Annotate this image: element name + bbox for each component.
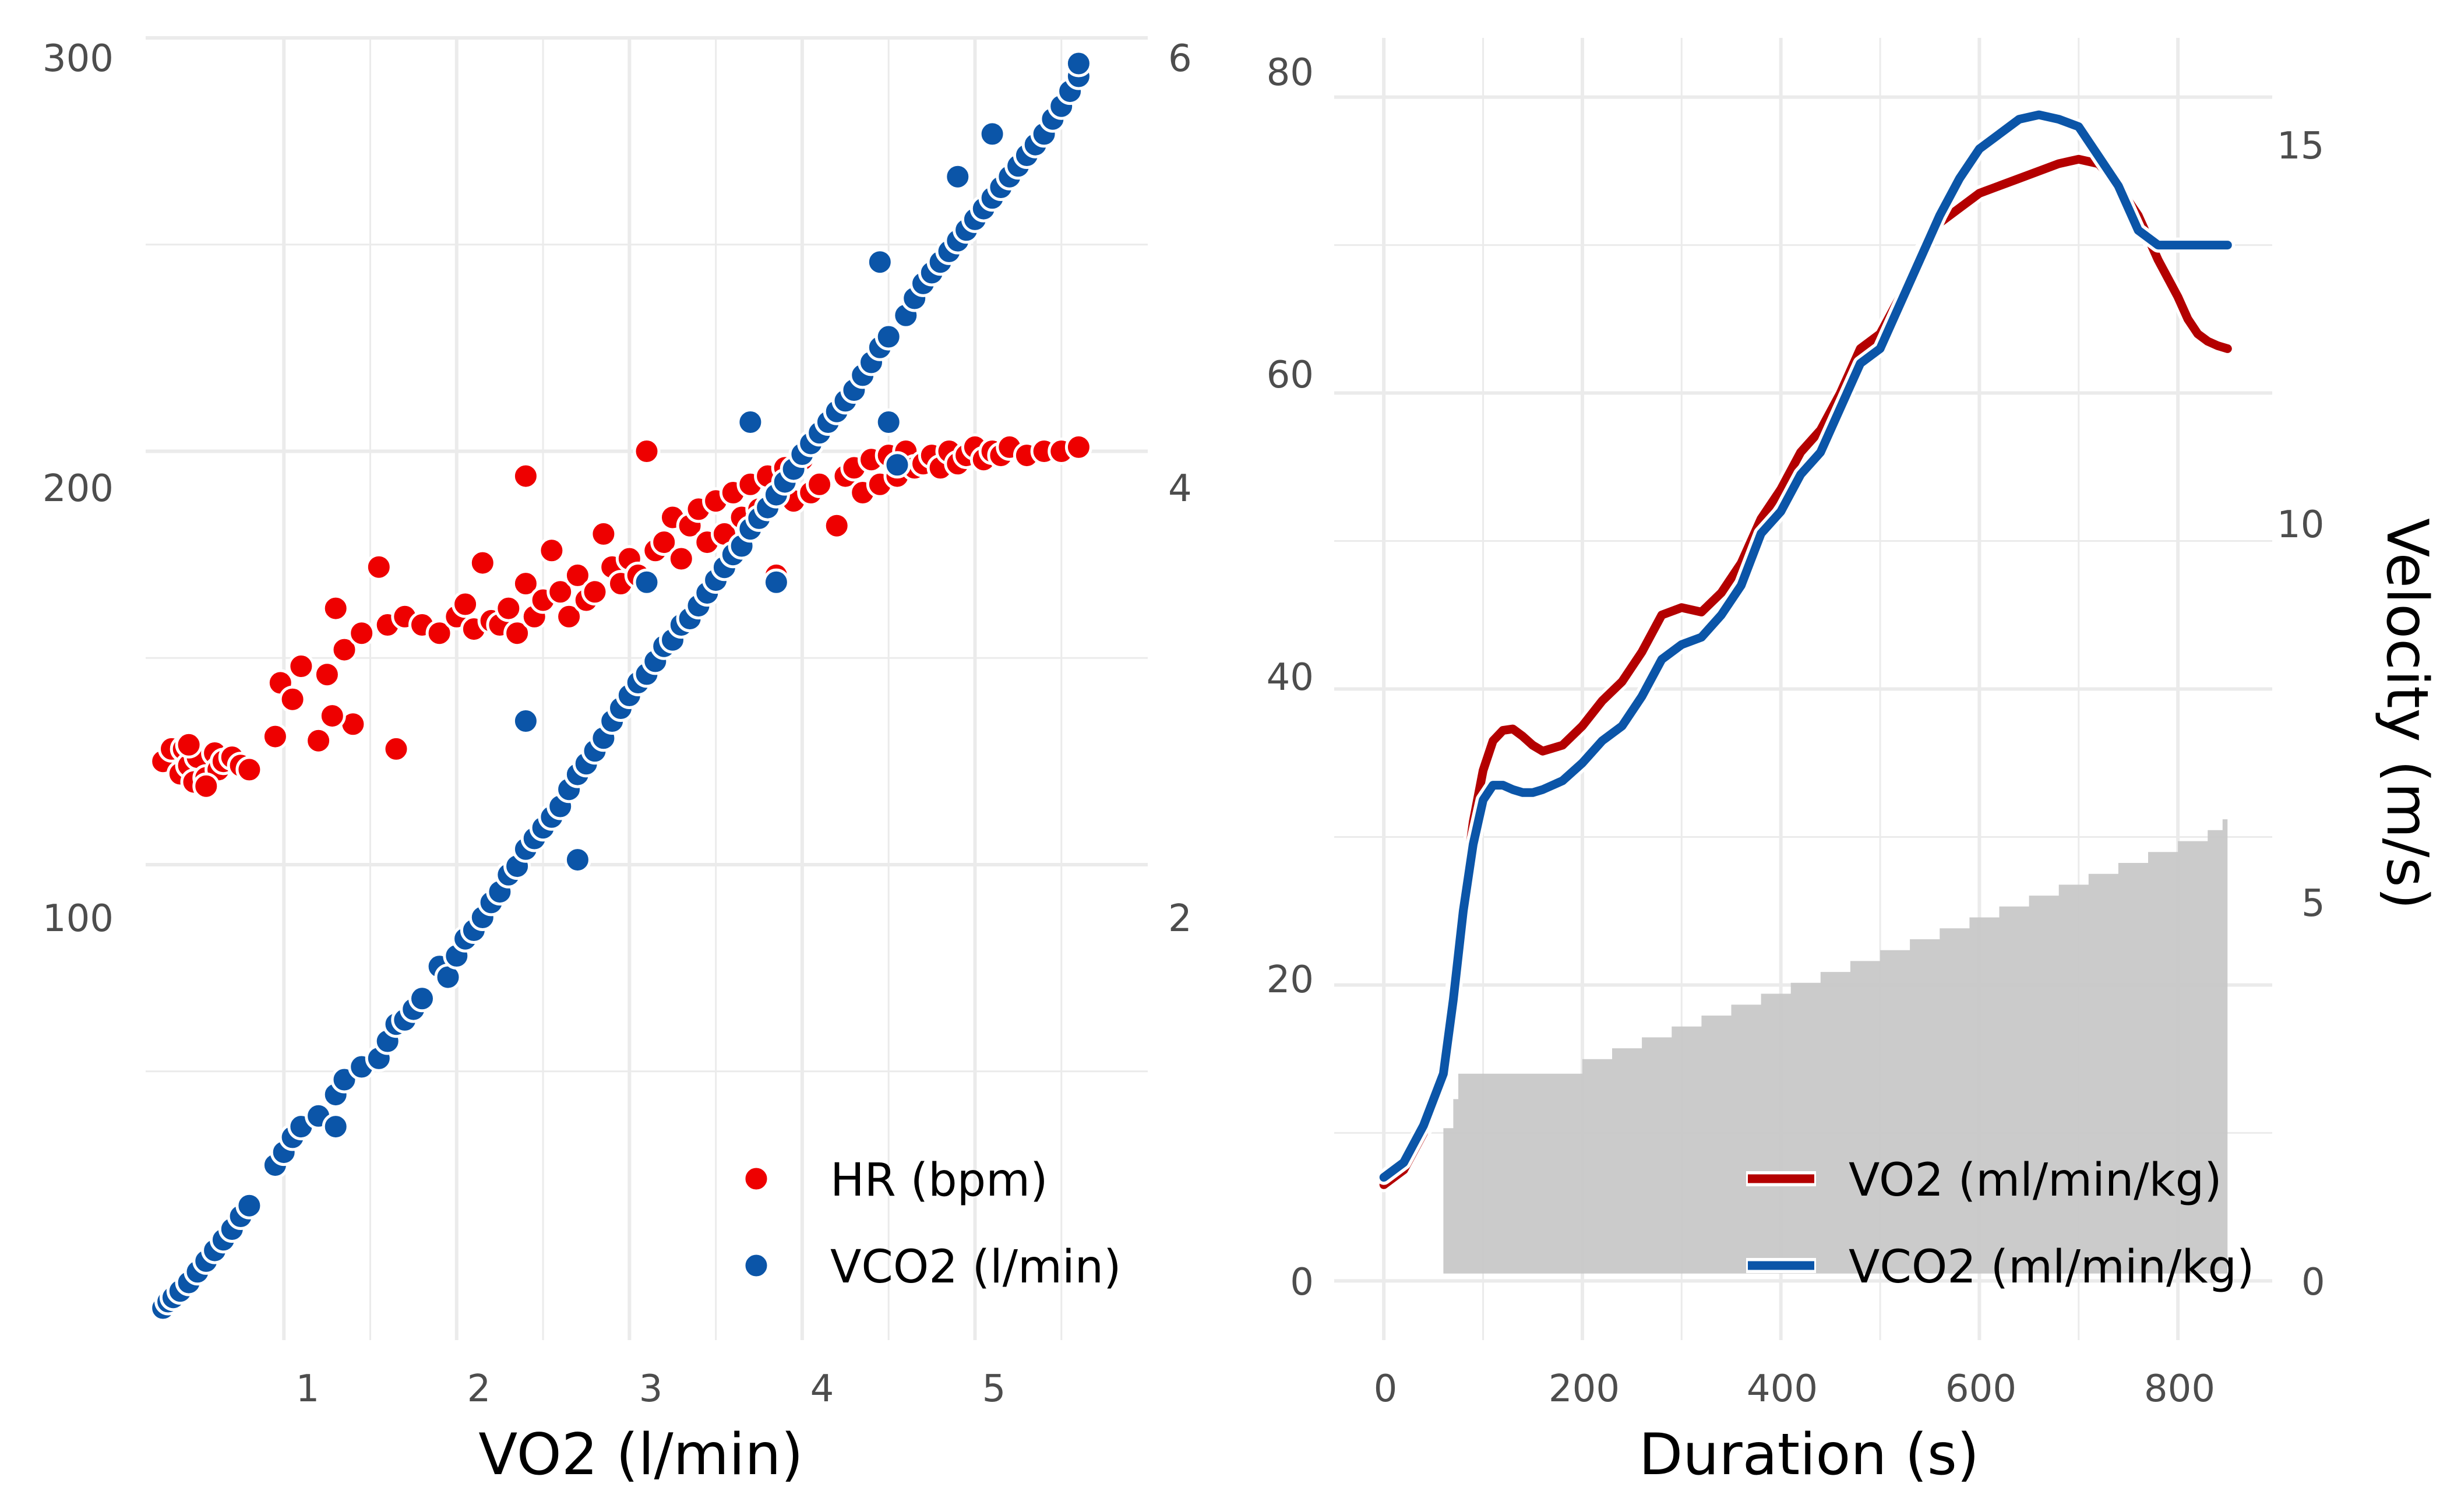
hr-point [495, 594, 523, 622]
velocity-tick-label: 5 [2301, 882, 2325, 925]
hr-point [590, 520, 618, 548]
vco2-point [633, 568, 661, 596]
right-y-tick-label: 80 [1267, 51, 1314, 94]
legend-hr-marker [742, 1165, 770, 1193]
hr-point [633, 438, 661, 465]
right-y-tick-label: 40 [1267, 656, 1314, 699]
vco2-point [736, 408, 764, 436]
right-y-tick-label: 20 [1267, 958, 1314, 1002]
hr-point [365, 553, 393, 581]
left-legend: HR (bpm) VCO2 (l/min) [742, 1154, 1122, 1294]
velocity-tick-label: 15 [2277, 125, 2324, 168]
velocity-area [1443, 819, 2228, 1274]
hr-point [581, 578, 609, 606]
vco2-point [235, 1192, 263, 1220]
right-y-tick-labels: 0 20 40 60 80 [1267, 51, 1314, 1304]
left-x-tick-labels: 1 2 3 4 5 [296, 1368, 1006, 1411]
left-panel: 1 2 3 4 5 100 200 300 2 4 6 VO2 (l/min) … [43, 36, 1192, 1488]
vco2-point [408, 985, 436, 1013]
hr-point [305, 727, 333, 755]
right-panel: 0 200 400 600 800 0 20 40 60 80 0 5 10 1… [1267, 38, 2440, 1488]
right-x-tick-label: 0 [1374, 1368, 1398, 1411]
vco2-point [563, 846, 591, 874]
vco2-point [322, 1113, 350, 1141]
left-x-tick-label: 2 [467, 1368, 491, 1411]
hr-point [546, 578, 574, 606]
hr-point [348, 619, 376, 647]
vco2-point [762, 568, 790, 596]
hr-point [512, 462, 540, 490]
right-series-lines [1376, 107, 2236, 1193]
left-y-tick-label: 300 [43, 37, 114, 80]
hr-point [823, 512, 851, 540]
hr-point [318, 702, 346, 730]
vco2-point [883, 451, 911, 479]
right-x-tick-label: 200 [1549, 1368, 1620, 1411]
hr-point [563, 561, 591, 589]
hr-point [287, 653, 315, 680]
hr-point [382, 735, 410, 763]
right-y-tick-label: 60 [1267, 354, 1314, 397]
velocity-tick-label: 0 [2301, 1261, 2325, 1304]
left-x-tick-label: 4 [810, 1368, 834, 1411]
vco2-point [875, 408, 902, 436]
right-x-tick-label: 800 [2144, 1368, 2215, 1411]
vco2-point [512, 707, 540, 735]
hr-point [261, 722, 289, 750]
hr-point [512, 570, 540, 598]
right-x-tick-label: 600 [1945, 1368, 2016, 1411]
right-gridlines [1334, 38, 2272, 1340]
hr-point [468, 549, 496, 577]
hr-point [192, 772, 220, 800]
hr-point [650, 528, 678, 556]
hr-point [538, 537, 566, 565]
hr-point [322, 594, 350, 622]
legend-vco2-ml-label: VCO2 (ml/min/kg) [1849, 1241, 2254, 1294]
hr-point [425, 619, 453, 647]
left-x-tick-label: 1 [296, 1368, 320, 1411]
vco2-point [866, 248, 894, 276]
right-x-tick-labels: 0 200 400 600 800 [1374, 1368, 2215, 1411]
hr-point [278, 685, 306, 713]
hr-point [235, 756, 263, 784]
hr-point [503, 619, 531, 647]
legend-vo2-label: VO2 (ml/min/kg) [1849, 1154, 2222, 1207]
hr-point [330, 636, 358, 664]
left-scatter-points [149, 50, 1092, 1322]
hr-point [667, 545, 695, 573]
left-x-tick-label: 3 [639, 1368, 663, 1411]
vco2-point [978, 120, 1006, 148]
hr-point [175, 731, 203, 759]
right-velocity-tick-labels: 0 5 10 15 [2277, 125, 2325, 1304]
left-gridlines [146, 36, 1148, 1340]
left-right-tick-label: 2 [1168, 897, 1192, 940]
left-y-tick-label: 100 [43, 897, 114, 940]
hr-point [452, 590, 479, 618]
left-x-tick-label: 5 [982, 1368, 1006, 1411]
left-right-tick-label: 4 [1168, 467, 1192, 510]
right-x-axis-title: Duration (s) [1639, 1422, 1979, 1488]
vco2-point [875, 323, 902, 351]
right-x-tick-label: 400 [1747, 1368, 1818, 1411]
velocity-tick-label: 10 [2277, 503, 2324, 547]
legend-hr-label: HR (bpm) [830, 1154, 1048, 1207]
left-right-axis-tick-labels: 2 4 6 [1168, 37, 1192, 940]
vco2-point [1064, 50, 1092, 77]
hr-point [313, 661, 341, 689]
left-y-tick-labels: 100 200 300 [43, 37, 114, 940]
hr-point [1064, 433, 1092, 461]
vco2-point [944, 163, 972, 191]
right-legend: VO2 (ml/min/kg) VCO2 (ml/min/kg) [1746, 1154, 2254, 1294]
hr-point [555, 602, 583, 630]
right-y-tick-label: 0 [1290, 1261, 1314, 1304]
legend-vco2-label: VCO2 (l/min) [830, 1241, 1122, 1294]
left-x-axis-title: VO2 (l/min) [478, 1422, 803, 1488]
left-right-tick-label: 6 [1168, 37, 1192, 80]
velocity-axis-title: Velocity (m/s) [2374, 518, 2440, 910]
left-y-tick-label: 200 [43, 467, 114, 510]
hr-point [806, 470, 834, 498]
vco2-line [1379, 110, 2232, 1182]
legend-vco2-marker [742, 1252, 770, 1280]
